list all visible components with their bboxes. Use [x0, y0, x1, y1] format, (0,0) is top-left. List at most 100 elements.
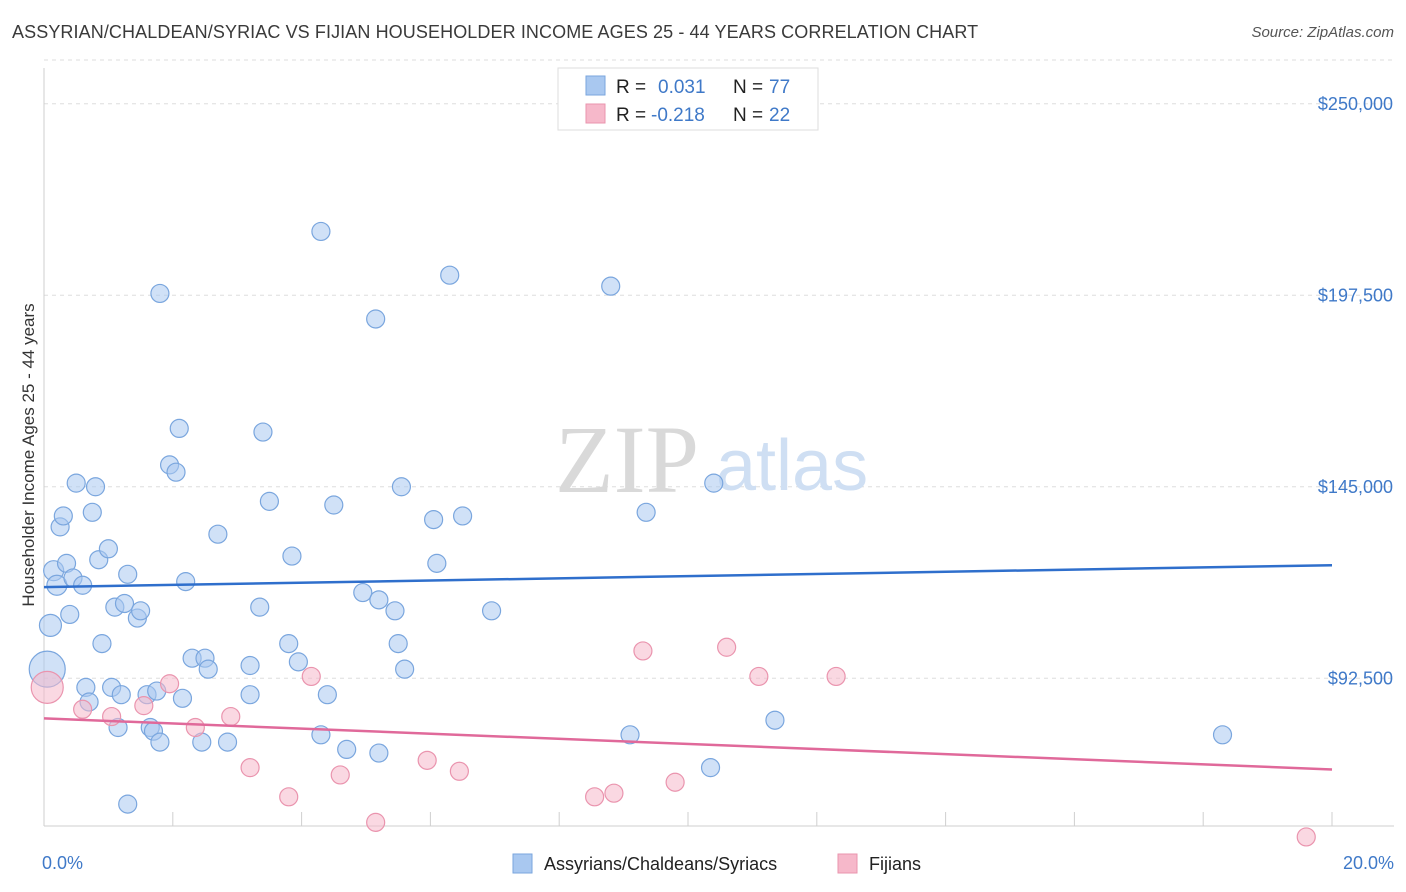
legend-r-value-2: -0.218 — [651, 105, 705, 126]
point-assyrian — [114, 593, 135, 614]
point-assyrian — [391, 477, 412, 497]
point-assyrian — [636, 502, 656, 522]
legend-r-label-2: R = — [616, 105, 646, 126]
point-fijian — [73, 699, 93, 719]
bottom-legend-label-assyrian: Assyrians/Chaldeans/Syriacs — [544, 854, 777, 874]
point-assyrian — [66, 473, 86, 493]
point-assyrian — [620, 725, 640, 745]
point-fijian — [102, 706, 122, 727]
point-assyrian — [388, 634, 408, 654]
point-fijian — [449, 761, 469, 781]
point-assyrian — [353, 582, 373, 603]
trend-line-assyrian — [43, 563, 1333, 589]
point-fijian — [585, 787, 605, 807]
point-assyrian — [317, 685, 337, 705]
trend-lines — [43, 563, 1333, 771]
point-fijian — [417, 750, 437, 770]
point-assyrian — [337, 739, 357, 760]
point-assyrian — [369, 590, 389, 610]
point-assyrian — [366, 309, 386, 329]
grid-lines — [44, 59, 1394, 679]
point-fijian — [30, 670, 64, 704]
point-fijian — [366, 812, 386, 832]
bottom-legend-label-fijian: Fijians — [869, 854, 921, 874]
point-assyrian — [82, 502, 102, 522]
point-fijian — [717, 637, 737, 657]
trend-line-fijian — [43, 717, 1333, 771]
point-assyrian — [279, 634, 299, 654]
series-legend: Assyrians/Chaldeans/Syriacs Fijians — [512, 853, 921, 874]
point-assyrian — [324, 495, 344, 515]
point-fijian — [665, 772, 685, 792]
point-assyrian — [311, 221, 331, 242]
y-tick-label: $197,500 — [1318, 285, 1393, 305]
legend-n-label-1: N = — [733, 77, 763, 98]
point-assyrian — [427, 553, 447, 573]
point-assyrian — [1212, 725, 1233, 745]
y-axis-label: Householder Income Ages 25 - 44 years — [19, 303, 38, 606]
y-tick-labels: $92,500 $145,000 $197,500 $250,000 — [1318, 94, 1393, 688]
point-assyrian — [85, 477, 106, 497]
point-assyrian — [38, 613, 63, 637]
point-fijian — [159, 674, 180, 694]
bottom-legend-swatch-assyrian — [512, 853, 533, 874]
legend-swatch-assyrian — [585, 75, 606, 96]
legend-n-value-2: 22 — [769, 105, 790, 126]
point-fijian — [240, 758, 260, 778]
point-assyrian — [440, 265, 460, 285]
point-fijian — [301, 666, 321, 687]
point-assyrian — [395, 659, 415, 679]
bottom-legend-swatch-fijian — [837, 853, 858, 874]
point-assyrian — [98, 539, 119, 559]
point-fijian — [633, 641, 653, 661]
point-assyrian — [217, 732, 238, 752]
point-assyrian — [385, 601, 405, 621]
point-fijian — [749, 666, 769, 687]
point-assyrian — [453, 506, 473, 526]
watermark-atlas: atlas — [716, 426, 868, 506]
legend-r-label-1: R = — [616, 77, 646, 98]
legend-swatch-fijian — [585, 103, 606, 124]
point-assyrian — [118, 794, 138, 814]
point-assyrian — [166, 462, 186, 482]
watermark-zip: ZIP — [555, 406, 699, 513]
point-assyrian — [282, 546, 302, 566]
point-assyrian — [369, 743, 389, 763]
point-assyrian — [60, 604, 80, 625]
y-tick-label: $250,000 — [1318, 94, 1393, 114]
point-assyrian — [253, 422, 273, 442]
point-assyrian — [150, 732, 170, 752]
point-fijian — [330, 765, 350, 785]
point-assyrian — [240, 655, 260, 676]
point-assyrian — [700, 758, 721, 778]
point-fijian — [1296, 827, 1316, 847]
x-tick-label: 20.0% — [1343, 853, 1394, 873]
correlation-legend: R = 0.031 N = 77 R = -0.218 N = 22 — [557, 67, 819, 131]
legend-r-value-1: 0.031 — [658, 77, 706, 98]
point-assyrian — [169, 418, 189, 439]
legend-n-value-1: 77 — [769, 77, 790, 98]
y-tick-label: $145,000 — [1318, 477, 1393, 497]
watermark: ZIP atlas — [555, 406, 868, 513]
x-tick-label: 0.0% — [42, 853, 83, 873]
point-assyrian — [765, 710, 785, 730]
point-assyrian — [53, 506, 73, 526]
point-assyrian — [172, 688, 193, 708]
point-fijian — [221, 706, 241, 727]
data-points — [28, 221, 1316, 847]
point-fijian — [279, 787, 299, 807]
point-assyrian — [601, 276, 621, 296]
source-credit: Source: ZipAtlas.com — [1251, 24, 1394, 41]
point-assyrian — [424, 509, 444, 530]
point-assyrian — [198, 659, 218, 679]
point-assyrian — [704, 473, 724, 493]
point-fijian — [185, 717, 205, 738]
axes — [43, 68, 1394, 827]
point-assyrian — [208, 524, 228, 544]
point-assyrian — [176, 572, 196, 592]
point-assyrian — [259, 491, 279, 511]
legend-n-label-2: N = — [733, 105, 763, 126]
x-tick-labels: 0.0% 20.0% — [42, 853, 1394, 873]
y-tick-label: $92,500 — [1328, 668, 1393, 688]
